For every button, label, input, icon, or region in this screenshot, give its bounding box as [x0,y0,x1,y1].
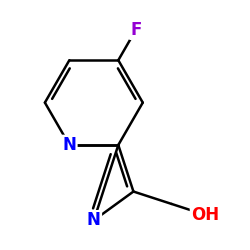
Text: N: N [87,211,101,229]
Text: OH: OH [191,206,219,224]
Text: N: N [62,136,76,154]
Text: F: F [130,21,141,39]
